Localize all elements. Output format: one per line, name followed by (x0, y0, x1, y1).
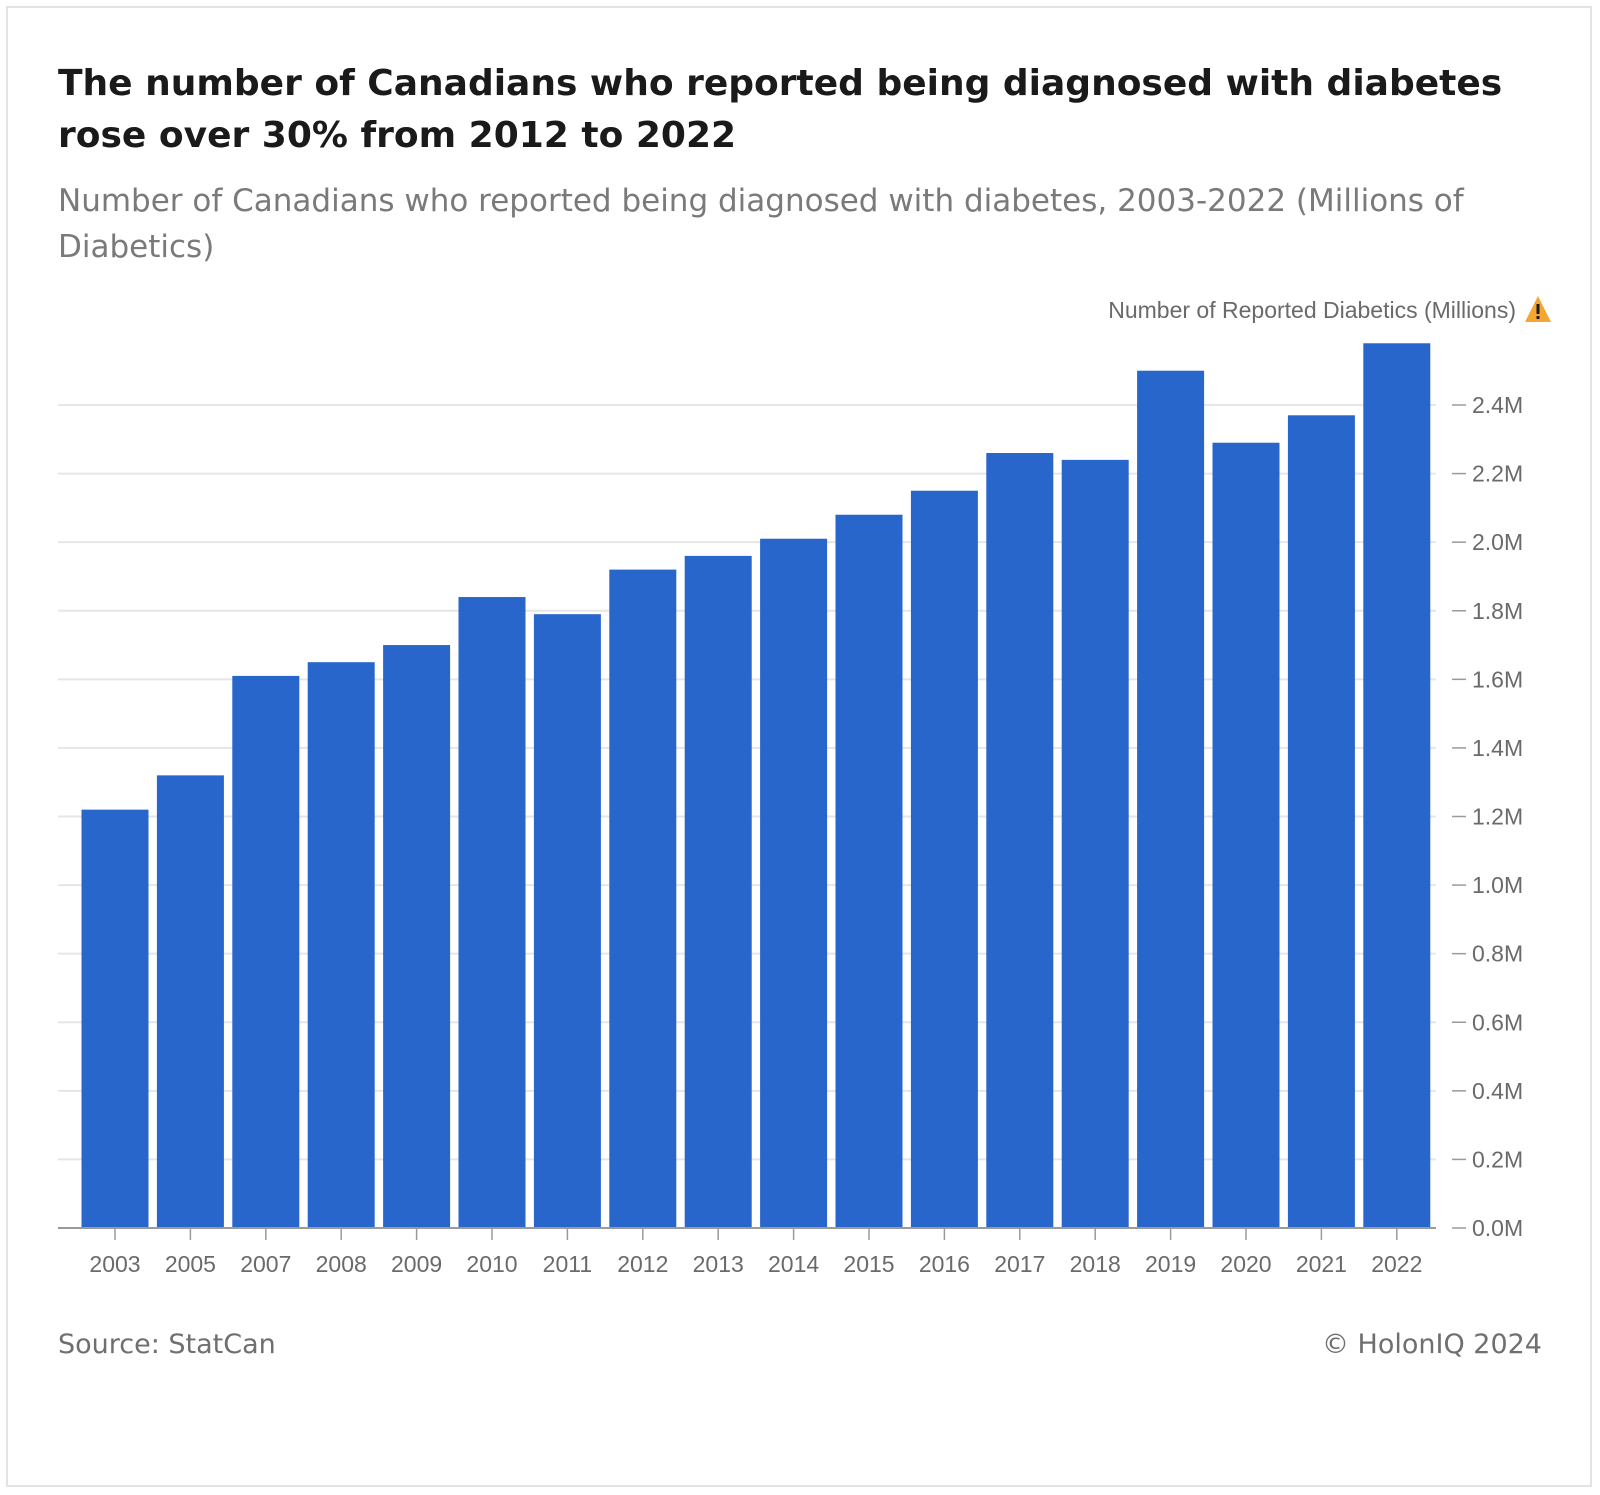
x-tick-label: 2008 (316, 1251, 367, 1277)
x-tick-label: 2016 (919, 1251, 970, 1277)
x-tick-label: 2014 (768, 1251, 819, 1277)
y-tick-label: 1.8M (1472, 598, 1523, 624)
x-tick-label: 2022 (1371, 1251, 1422, 1277)
bar-2003[interactable] (81, 809, 149, 1228)
y-axis-title: Number of Reported Diabetics (Millions) (1108, 297, 1516, 323)
chart-subtitle: Number of Canadians who reported being d… (58, 183, 1464, 265)
y-tick-label: 0.6M (1472, 1009, 1523, 1035)
y-tick-label: 2.0M (1472, 529, 1523, 555)
bar-2022[interactable] (1363, 343, 1431, 1228)
bar-2012[interactable] (609, 569, 677, 1228)
copyright-note: © HolonIQ 2024 (1321, 1329, 1542, 1360)
x-tick-label: 2010 (466, 1251, 517, 1277)
bar-2015[interactable] (835, 514, 903, 1228)
bar-2017[interactable] (986, 453, 1054, 1229)
x-tick-label: 2017 (994, 1251, 1045, 1277)
x-tick-label: 2018 (1070, 1251, 1121, 1277)
x-tick-label: 2005 (165, 1251, 216, 1277)
x-tick-label: 2003 (89, 1251, 140, 1277)
y-tick-label: 1.0M (1472, 872, 1523, 898)
x-tick-label: 2021 (1296, 1251, 1347, 1277)
x-axis: 2003 2005 2007 2008 2009 2010 2011 2012 2013 2014… (58, 1227, 1436, 1277)
x-tick-label: 2020 (1220, 1251, 1271, 1277)
y-tick-label: 2.2M (1472, 461, 1523, 487)
bar-2016[interactable] (910, 490, 978, 1229)
chart-title: The number of Canadians who reported bei… (58, 63, 1503, 156)
y-tick-label: 1.4M (1472, 735, 1523, 761)
bar-2014[interactable] (760, 538, 828, 1228)
y-tick-label: 1.6M (1472, 666, 1523, 692)
y-tick-label: 0.2M (1472, 1146, 1523, 1172)
y-tick-label: 0.0M (1472, 1215, 1523, 1241)
x-tick-label: 2019 (1145, 1251, 1196, 1277)
bars (81, 343, 1431, 1229)
bar-2007[interactable] (232, 675, 300, 1228)
x-tick-label: 2013 (693, 1251, 744, 1277)
y-tick-label: 2.4M (1472, 392, 1523, 418)
bar-2020[interactable] (1212, 442, 1280, 1228)
bar-2018[interactable] (1061, 459, 1129, 1228)
source-note: Source: StatCan (58, 1329, 276, 1360)
bar-2011[interactable] (533, 614, 601, 1228)
bar-2021[interactable] (1287, 415, 1355, 1229)
bar-2008[interactable] (307, 662, 375, 1228)
x-tick-label: 2009 (391, 1251, 442, 1277)
y-tick-label: 0.8M (1472, 941, 1523, 967)
bar-2019[interactable] (1137, 370, 1205, 1228)
bar-2013[interactable] (684, 555, 752, 1228)
x-tick-label: 2015 (843, 1251, 894, 1277)
warning-triangle-icon[interactable] (1525, 296, 1551, 322)
bar-2010[interactable] (458, 597, 526, 1228)
y-axis: 0.0M 0.2M 0.4M 0.6M 0.8M 1.0M 1.2M 1.4M 1.6M 1.8M… (1452, 392, 1523, 1241)
x-tick-label: 2011 (543, 1251, 592, 1277)
bar-2009[interactable] (383, 645, 451, 1228)
bar-2005[interactable] (156, 775, 224, 1228)
x-tick-label: 2012 (617, 1251, 668, 1277)
y-tick-label: 1.2M (1472, 804, 1523, 830)
x-tick-label: 2007 (240, 1251, 291, 1277)
y-tick-label: 0.4M (1472, 1078, 1523, 1104)
